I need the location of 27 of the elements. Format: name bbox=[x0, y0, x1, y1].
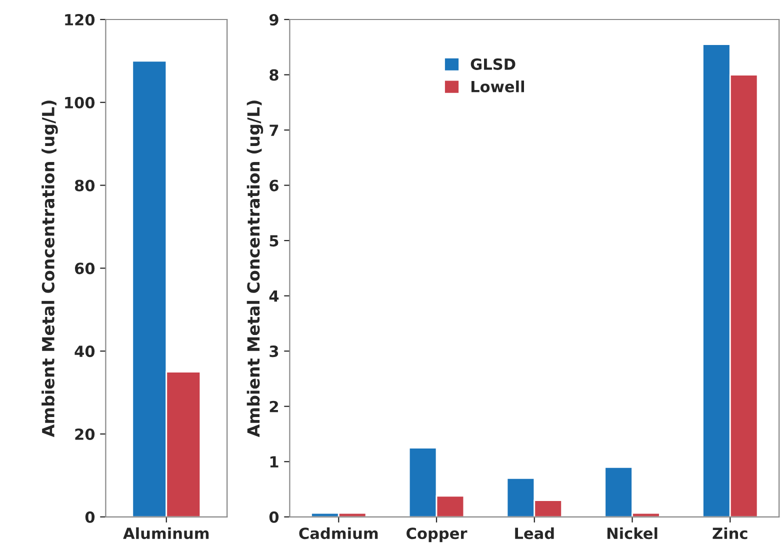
y-tick-label: 7 bbox=[270, 124, 278, 136]
legend-label: GLSD bbox=[470, 58, 516, 70]
y-tick-label: 5 bbox=[270, 235, 278, 247]
y-tick-label: 2 bbox=[270, 400, 278, 412]
x-tick-label: Cadmium bbox=[299, 527, 378, 540]
y-tick-label: 0 bbox=[85, 511, 95, 523]
x-tick-label: Copper bbox=[406, 528, 468, 542]
y-tick-label: 9 bbox=[269, 14, 278, 26]
y-tick-label: 100 bbox=[65, 96, 95, 108]
y-tick-label: 4 bbox=[269, 290, 279, 302]
y-tick-label: 20 bbox=[75, 428, 95, 440]
y-tick-label: 80 bbox=[74, 180, 95, 192]
y-tick-label: 60 bbox=[74, 262, 95, 274]
y-tick-label: 40 bbox=[74, 346, 95, 358]
x-tick-label: Zinc bbox=[712, 527, 748, 540]
legend-label: Lowell bbox=[471, 80, 524, 92]
y-tick-label: 120 bbox=[65, 14, 95, 26]
x-tick-label: Nickel bbox=[607, 527, 658, 540]
y-tick-label: 6 bbox=[270, 180, 278, 192]
y-tick-label: 3 bbox=[270, 346, 278, 358]
y-axis-title: Ambient Metal Concentration (ug/L) bbox=[42, 100, 58, 438]
y-axis-title: Ambient Metal Concentration (ug/L) bbox=[246, 100, 264, 438]
x-tick-label: Lead bbox=[515, 527, 554, 540]
y-tick-label: 1 bbox=[270, 456, 278, 468]
y-tick-label: 0 bbox=[269, 511, 279, 523]
y-tick-label: 8 bbox=[270, 69, 278, 81]
x-tick-label: Aluminum bbox=[123, 527, 209, 540]
